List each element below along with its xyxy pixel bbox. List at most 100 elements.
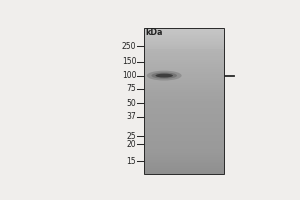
Bar	[145, 118, 224, 119]
Bar	[145, 138, 224, 139]
Bar	[145, 90, 224, 91]
Bar	[145, 53, 224, 55]
Bar	[145, 133, 224, 134]
Bar	[145, 127, 224, 128]
Bar	[145, 100, 224, 101]
Text: 75: 75	[127, 84, 136, 93]
Bar	[145, 149, 224, 150]
Bar	[145, 28, 224, 29]
Bar	[145, 140, 224, 141]
Bar	[145, 108, 224, 110]
Bar	[145, 121, 224, 122]
Text: 50: 50	[127, 99, 136, 108]
Bar	[145, 107, 224, 108]
Bar	[145, 84, 224, 85]
Bar	[145, 122, 224, 123]
Bar	[145, 153, 224, 155]
Bar	[145, 52, 224, 53]
Bar	[145, 55, 224, 56]
Bar	[145, 130, 224, 131]
Bar	[145, 94, 224, 95]
Bar	[145, 145, 224, 146]
Bar	[145, 161, 224, 162]
Bar	[145, 49, 224, 50]
Bar	[145, 173, 224, 174]
Bar	[145, 77, 224, 78]
Bar	[145, 156, 224, 157]
Bar	[145, 42, 224, 44]
Bar	[145, 112, 224, 113]
Bar	[145, 103, 224, 105]
Bar	[145, 170, 224, 172]
Bar	[145, 30, 224, 32]
Bar	[145, 67, 224, 68]
Bar	[145, 78, 224, 79]
Bar	[145, 63, 224, 64]
Bar	[145, 158, 224, 160]
Ellipse shape	[152, 72, 177, 79]
Bar	[145, 129, 224, 130]
Bar	[145, 144, 224, 145]
Bar	[145, 151, 224, 152]
Bar	[145, 164, 224, 166]
Bar	[145, 64, 224, 66]
Bar	[145, 95, 224, 96]
Bar	[145, 38, 224, 39]
Bar	[145, 40, 224, 41]
Bar	[145, 51, 224, 52]
Bar	[145, 57, 224, 58]
Bar	[145, 29, 224, 30]
Bar	[145, 96, 224, 97]
Bar	[145, 111, 224, 112]
Bar	[145, 62, 224, 63]
Bar	[145, 166, 224, 167]
Bar	[145, 75, 224, 77]
Bar	[145, 150, 224, 151]
Bar	[145, 157, 224, 158]
Bar	[145, 61, 224, 62]
Bar	[145, 135, 224, 136]
Ellipse shape	[155, 74, 173, 78]
Bar	[145, 125, 224, 127]
Bar	[145, 83, 224, 84]
Bar	[145, 47, 224, 49]
Bar	[145, 102, 224, 103]
Bar	[145, 160, 224, 161]
Bar	[145, 114, 224, 116]
Bar	[145, 60, 224, 61]
Bar	[145, 71, 224, 72]
Bar	[145, 45, 224, 46]
Bar	[145, 28, 224, 174]
Bar	[145, 131, 224, 133]
Bar	[145, 134, 224, 135]
Text: 150: 150	[122, 57, 136, 66]
Bar	[145, 86, 224, 88]
Bar	[145, 50, 224, 51]
Bar	[145, 79, 224, 80]
Bar	[145, 152, 224, 153]
Bar	[145, 73, 224, 74]
Bar	[145, 85, 224, 86]
Bar	[145, 117, 224, 118]
Bar	[145, 33, 224, 34]
Bar	[145, 167, 224, 168]
Bar	[145, 162, 224, 163]
Bar	[145, 92, 224, 94]
Bar	[145, 74, 224, 75]
Bar	[145, 105, 224, 106]
Bar	[145, 36, 224, 38]
Bar	[145, 141, 224, 142]
Bar	[145, 41, 224, 42]
Bar	[145, 39, 224, 40]
Bar	[145, 110, 224, 111]
Bar	[145, 106, 224, 107]
Bar	[145, 155, 224, 156]
Bar	[145, 142, 224, 144]
Text: 100: 100	[122, 71, 136, 80]
Bar	[145, 147, 224, 149]
Bar	[145, 169, 224, 170]
Bar	[145, 66, 224, 67]
Bar	[145, 113, 224, 114]
Bar	[145, 91, 224, 92]
Bar	[145, 101, 224, 102]
